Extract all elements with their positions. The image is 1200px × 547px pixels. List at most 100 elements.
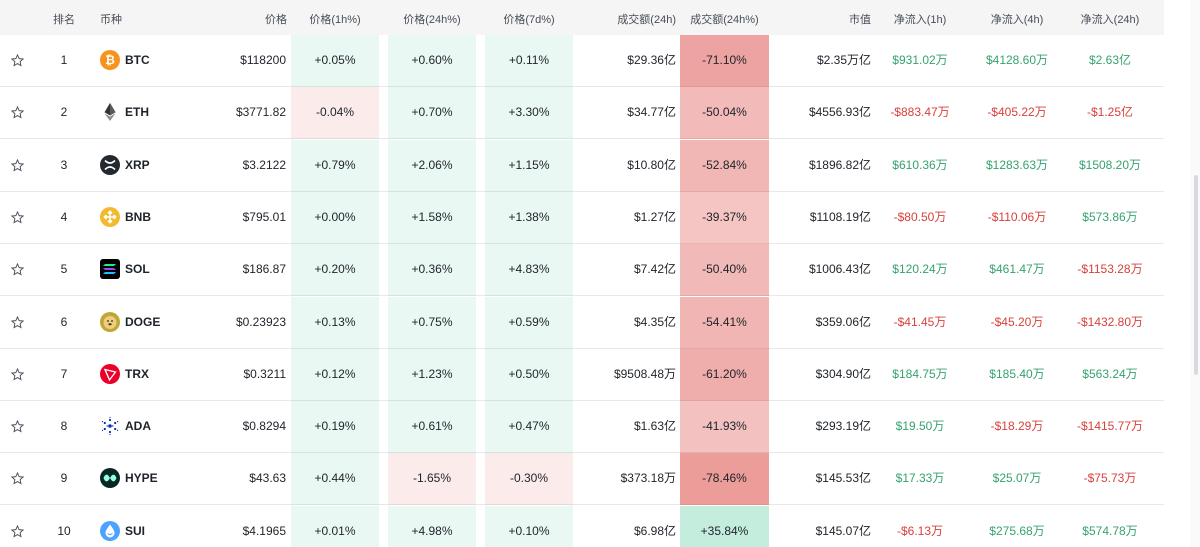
inflow-1h-cell: -$41.45万 [893, 314, 947, 329]
price-7d-cell: -0.30% [485, 453, 573, 506]
price-1h-cell: +0.20% [291, 244, 379, 297]
header-inflow-1h[interactable]: 净流入(1h) [893, 14, 947, 26]
header-volume-24h[interactable]: 成交额(24h) [617, 14, 676, 26]
dogecoin-icon [100, 311, 120, 332]
price-24h-cell: +2.06% [388, 139, 476, 192]
price-1h-cell: +0.00% [291, 191, 379, 244]
header-price-1h[interactable]: 价格(1h%) [309, 14, 361, 26]
table-row[interactable]: 5 SOL $186.87 +0.20% +0.36% +4.83% $7.42… [0, 244, 1164, 297]
inflow-4h-cell: $1283.63万 [985, 157, 1049, 172]
price-cell: $0.3211 [243, 366, 287, 381]
table-row[interactable]: 1 ₿ BTC $118200 +0.05% +0.60% +0.11% $29… [0, 35, 1164, 87]
inflow-1h-cell: $931.02万 [892, 53, 948, 67]
market-cap-cell: $304.90亿 [815, 366, 871, 381]
price-7d-cell: +0.11% [485, 35, 573, 87]
favorite-star-icon[interactable] [10, 262, 25, 276]
inflow-24h-cell: $2.63亿 [1088, 53, 1132, 67]
table-row[interactable]: 10 SUI $4.1965 +0.01% +4.98% +0.10% $6.9… [0, 505, 1164, 547]
table-row[interactable]: 2 ETH $3771.82 -0.04% +0.70% +3.30% $34.… [0, 87, 1164, 140]
volume-change-cell: -71.10% [680, 35, 769, 87]
coin-symbol[interactable]: ETH [125, 105, 149, 120]
header-price[interactable]: 价格 [265, 14, 287, 26]
market-cap-cell: $293.19亿 [815, 419, 871, 434]
header-market-cap[interactable]: 市值 [849, 14, 871, 26]
table-row[interactable]: 3 XRP $3.2122 +0.79% +2.06% +1.15% $10.8… [0, 139, 1164, 192]
market-cap-cell: $359.06亿 [815, 314, 871, 329]
volume-cell: $6.98亿 [633, 523, 676, 538]
rank-cell: 4 [60, 209, 68, 224]
table-row[interactable]: 6 DOGE $0.23923 +0.13% +0.75% +0.59% $4.… [0, 296, 1164, 349]
table-row[interactable]: 9 HYPE $43.63 +0.44% -1.65% -0.30% $373.… [0, 453, 1164, 506]
market-cap-cell: $1108.19亿 [809, 209, 871, 224]
inflow-4h-cell: -$405.22万 [987, 105, 1047, 120]
bitcoin-icon: ₿ [100, 50, 120, 70]
rank-cell: 1 [60, 53, 68, 67]
favorite-star-icon[interactable] [10, 53, 25, 67]
header-inflow-24h[interactable]: 净流入(24h) [1080, 14, 1140, 26]
ethereum-icon [100, 102, 120, 122]
volume-cell: $10.80亿 [627, 157, 676, 172]
header-price-24h[interactable]: 价格(24h%) [403, 14, 461, 26]
favorite-star-icon[interactable] [10, 315, 25, 329]
coin-symbol[interactable]: SOL [125, 262, 150, 277]
favorite-star-icon[interactable] [10, 106, 25, 119]
volume-change-cell: -78.46% [680, 453, 769, 506]
coin-symbol[interactable]: XRP [125, 157, 150, 172]
inflow-24h-cell: $1508.20万 [1078, 157, 1142, 172]
inflow-4h-cell: $275.68万 [989, 523, 1045, 538]
favorite-star-icon[interactable] [10, 419, 25, 433]
inflow-24h-cell: $563.24万 [1082, 366, 1138, 381]
rank-cell: 5 [60, 262, 68, 277]
inflow-4h-cell: $461.47万 [989, 262, 1045, 277]
price-1h-cell: -0.04% [291, 87, 379, 140]
price-24h-cell: +0.60% [388, 35, 476, 87]
inflow-1h-cell: $610.36万 [892, 157, 948, 172]
volume-change-cell: +35.84% [680, 505, 769, 547]
volume-change-cell: -61.20% [680, 348, 769, 401]
table-row[interactable]: 7 TRX $0.3211 +0.12% +1.23% +0.50% $9508… [0, 348, 1164, 401]
header-price-7d[interactable]: 价格(7d%) [503, 14, 555, 26]
coin-symbol[interactable]: SUI [125, 523, 146, 538]
favorite-star-icon[interactable] [10, 158, 25, 172]
market-cap-cell: $1896.82亿 [808, 157, 871, 172]
table-row[interactable]: 4 BNB $795.01 +0.00% +1.58% +1.38% $1.27… [0, 191, 1164, 244]
price-7d-cell: +0.59% [485, 296, 573, 349]
inflow-1h-cell: $19.50万 [895, 419, 945, 434]
inflow-24h-cell: $573.86万 [1082, 209, 1138, 224]
scrollbar-thumb[interactable] [1194, 175, 1198, 375]
header-volume-change-24h[interactable]: 成交额(24h%) [690, 14, 759, 26]
market-cap-cell: $145.53亿 [815, 471, 871, 486]
favorite-star-icon[interactable] [10, 210, 25, 224]
price-cell: $186.87 [242, 262, 286, 277]
volume-change-cell: -50.40% [680, 244, 769, 297]
price-cell: $4.1965 [242, 523, 286, 538]
coin-symbol[interactable]: TRX [125, 366, 149, 381]
price-cell: $0.8294 [242, 419, 286, 434]
price-cell: $0.23923 [235, 314, 286, 329]
coin-symbol[interactable]: BTC [125, 53, 150, 67]
header-coin[interactable]: 币种 [100, 14, 122, 26]
coin-symbol[interactable]: BNB [125, 209, 151, 224]
price-1h-cell: +0.13% [291, 296, 379, 349]
favorite-star-icon[interactable] [10, 472, 25, 485]
header-rank[interactable]: 排名 [53, 14, 75, 26]
favorite-star-icon[interactable] [10, 524, 25, 538]
price-7d-cell: +0.47% [485, 401, 573, 454]
market-cap-cell: $2.35万亿 [816, 53, 871, 67]
price-24h-cell: +1.23% [388, 348, 476, 401]
header-inflow-4h[interactable]: 净流入(4h) [990, 14, 1044, 26]
coin-symbol[interactable]: HYPE [125, 471, 158, 486]
volume-change-cell: -39.37% [680, 191, 769, 244]
favorite-star-icon[interactable] [10, 367, 25, 381]
solana-icon [100, 259, 120, 280]
price-1h-cell: +0.19% [291, 401, 379, 454]
table-row[interactable]: 8 ADA $0.8294 +0.19% +0.61% +0.47% $1.63… [0, 401, 1164, 454]
price-1h-cell: +0.01% [291, 505, 379, 547]
coin-symbol[interactable]: DOGE [125, 314, 161, 329]
inflow-4h-cell: -$18.29万 [990, 419, 1044, 434]
coin-symbol[interactable]: ADA [125, 419, 151, 434]
inflow-24h-cell: -$1153.28万 [1077, 262, 1143, 277]
volume-cell: $1.27亿 [633, 209, 676, 224]
price-24h-cell: +1.58% [388, 191, 476, 244]
scrollbar[interactable] [1190, 0, 1200, 547]
